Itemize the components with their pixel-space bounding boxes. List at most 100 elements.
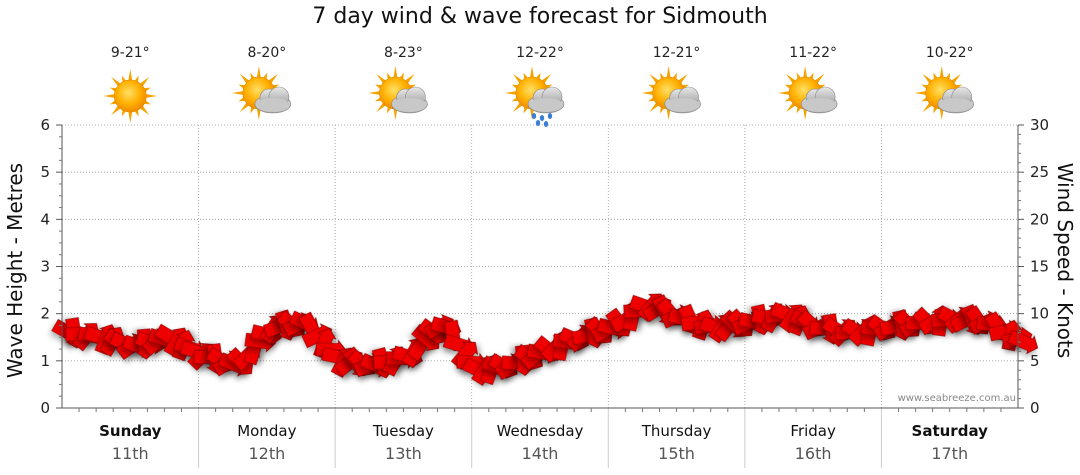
temperature-label: 9-21° [111, 45, 150, 61]
temperature-label: 12-22° [516, 45, 564, 61]
sun-ray [239, 73, 249, 84]
y-tick-label: 0 [40, 399, 50, 417]
sun-ray [387, 72, 392, 80]
sun-ray [648, 97, 655, 102]
rain-drop [547, 113, 553, 119]
sun-ray [809, 72, 814, 80]
sun-ray [921, 97, 928, 102]
sun-ray [682, 84, 689, 89]
sun-ray [914, 91, 926, 95]
y2-tick-label: 15 [1030, 258, 1049, 276]
sun-ray [375, 97, 382, 102]
sun-ray [140, 105, 150, 116]
day-label: Friday [790, 422, 836, 440]
sun-ray [134, 109, 139, 117]
day-label: Saturday [912, 422, 989, 440]
sun-ray [238, 97, 245, 102]
sun-ray [109, 100, 117, 105]
temperature-label: 11-22° [789, 45, 837, 61]
sun-ray [256, 108, 261, 120]
sun-ray [238, 84, 245, 89]
y-tick-label: 1 [40, 352, 50, 370]
sun-ray [922, 102, 932, 113]
rain-drop [535, 120, 541, 126]
sun-ray [536, 72, 541, 80]
sun-ray [819, 84, 826, 89]
date-label: 17th [931, 444, 968, 463]
sun-ray [505, 91, 517, 95]
sunny-icon [103, 69, 158, 123]
cloud-part [938, 98, 973, 112]
sun-ray [796, 72, 801, 80]
date-label: 12th [248, 444, 285, 463]
y2-tick-label: 10 [1030, 305, 1049, 323]
sun-ray [921, 84, 928, 89]
sun-ray [272, 84, 280, 89]
sun-ray [376, 102, 386, 113]
temperature-label: 10-22° [926, 45, 974, 61]
sun-ray [239, 102, 249, 113]
partly-cloudy-icon [641, 66, 701, 120]
sun-ray [951, 73, 961, 84]
sun-ray [660, 106, 665, 114]
sun-ray [250, 106, 255, 114]
sun-ray [511, 97, 519, 102]
day-label: Sunday [99, 422, 162, 440]
temperature-label: 12-21° [653, 45, 701, 61]
day-label: Thursday [641, 422, 712, 440]
rain-drop [539, 115, 545, 121]
sun-ray [786, 73, 796, 84]
sun-ray [134, 75, 139, 83]
sun-ray [144, 100, 151, 105]
sun-ray [649, 73, 659, 84]
wind-arrow-shape [1007, 329, 1039, 355]
chart-title: 7 day wind & wave forecast for Sidmouth [312, 4, 768, 29]
sun-ray [786, 102, 796, 113]
sun-ray [121, 75, 126, 83]
sun-ray [778, 91, 790, 95]
sun-ray [376, 73, 386, 84]
sun-ray [103, 94, 115, 98]
sun-ray [939, 66, 944, 78]
sun-ray [803, 108, 808, 120]
y-tick-label: 5 [40, 163, 50, 181]
sun-ray [666, 108, 671, 120]
sun-ray [128, 69, 133, 81]
weather-icons: 9-21° 8-20° 8-23° 12-22° 12-21° 11-22° 10-22° [103, 45, 975, 127]
sun-ray [933, 72, 938, 80]
sun-ray [512, 102, 523, 113]
temperature-label: 8-23° [384, 45, 423, 61]
rain-drop [543, 121, 549, 127]
y2-tick-label: 20 [1030, 210, 1049, 228]
sun-ray [250, 72, 255, 80]
partly-cloudy-icon [914, 66, 975, 120]
sun-ray [545, 84, 553, 89]
sun-ray [399, 72, 404, 80]
sun-ray [140, 76, 150, 87]
sun-ray [146, 94, 158, 98]
sun-ray [375, 84, 382, 89]
y2-tick-label: 0 [1030, 399, 1040, 417]
sun-ray [641, 91, 653, 95]
sun-ray [922, 73, 932, 84]
sun-ray [649, 102, 659, 113]
date-label: 15th [658, 444, 695, 463]
sun-ray [511, 84, 519, 89]
sun-ray [393, 66, 398, 78]
sun-ray [523, 72, 528, 80]
sun-ray [128, 111, 133, 123]
sun-ray [231, 91, 243, 95]
sun-ray [512, 73, 523, 84]
y-tick-label: 6 [40, 116, 50, 134]
y-axis-title: Wave Height - Metres [3, 163, 27, 378]
sun-ray [409, 84, 416, 89]
sun-ray [530, 108, 534, 120]
watermark: www.seabreeze.com.au [898, 393, 1016, 404]
date-label: 14th [522, 444, 559, 463]
sun-ray [530, 66, 534, 78]
y2-tick-label: 25 [1030, 163, 1049, 181]
sun-ray [815, 73, 825, 84]
sun-ray [256, 66, 261, 78]
sun-ray [666, 66, 671, 78]
